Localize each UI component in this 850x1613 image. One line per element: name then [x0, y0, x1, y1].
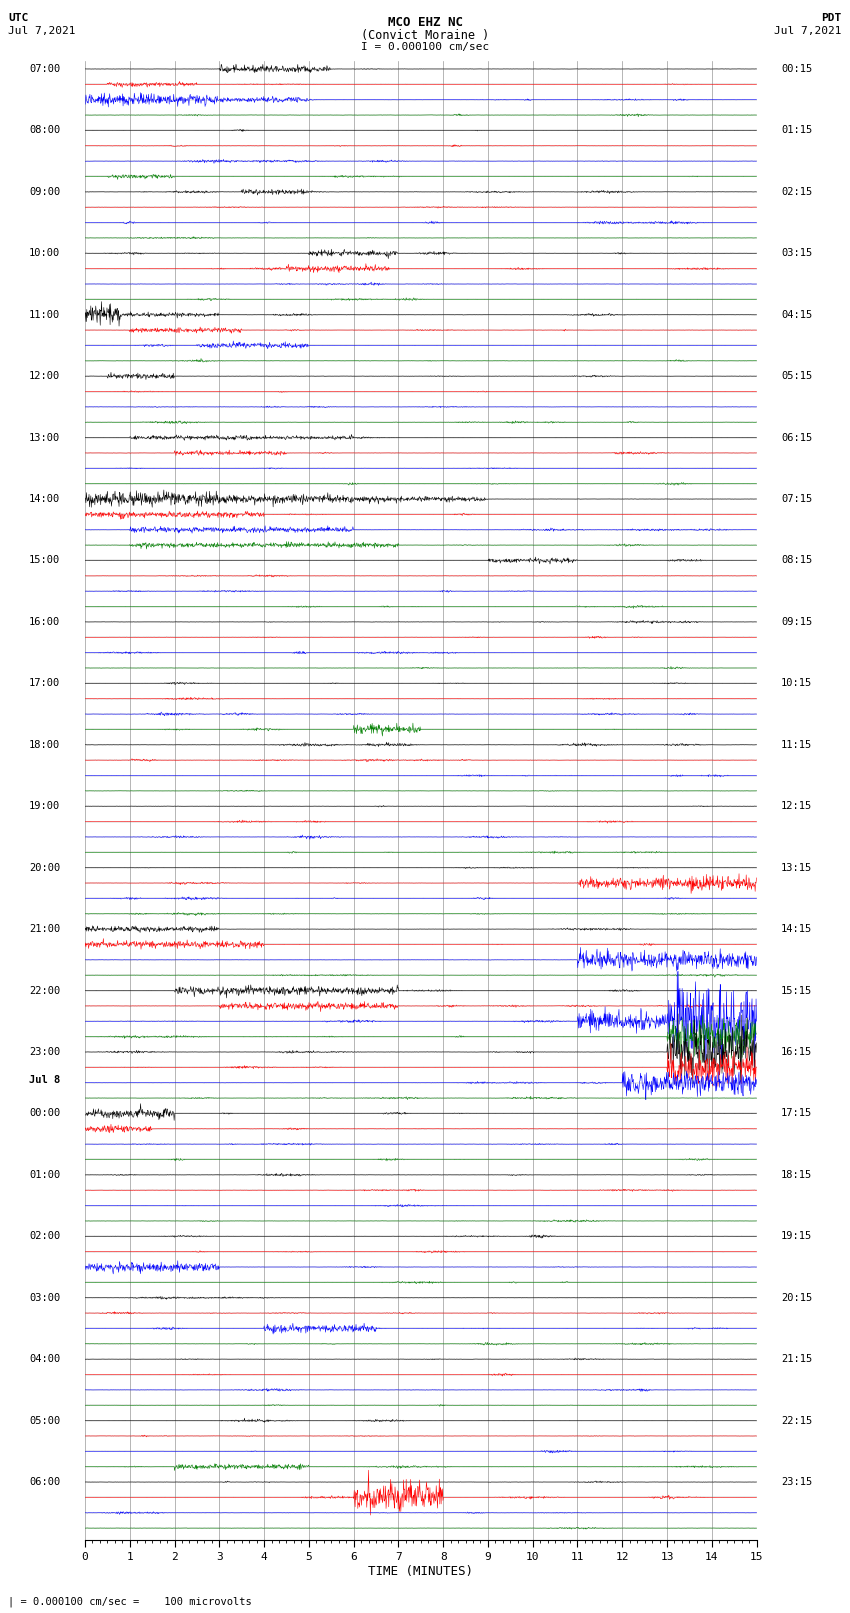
Text: 13:00: 13:00 — [29, 432, 60, 442]
Text: 04:00: 04:00 — [29, 1355, 60, 1365]
Text: 06:15: 06:15 — [781, 432, 813, 442]
Text: 01:15: 01:15 — [781, 126, 813, 135]
Text: | = 0.000100 cm/sec =    100 microvolts: | = 0.000100 cm/sec = 100 microvolts — [8, 1595, 252, 1607]
Text: 18:15: 18:15 — [781, 1169, 813, 1179]
Text: 05:15: 05:15 — [781, 371, 813, 381]
Text: 08:00: 08:00 — [29, 126, 60, 135]
Text: 05:00: 05:00 — [29, 1416, 60, 1426]
Text: 03:00: 03:00 — [29, 1292, 60, 1303]
Text: 11:15: 11:15 — [781, 740, 813, 750]
Text: 17:15: 17:15 — [781, 1108, 813, 1118]
Text: 04:15: 04:15 — [781, 310, 813, 319]
Text: 16:15: 16:15 — [781, 1047, 813, 1057]
Text: 09:00: 09:00 — [29, 187, 60, 197]
Text: 00:15: 00:15 — [781, 65, 813, 74]
Text: 03:15: 03:15 — [781, 248, 813, 258]
Text: 23:00: 23:00 — [29, 1047, 60, 1057]
Text: 19:15: 19:15 — [781, 1231, 813, 1242]
Text: Jul 8: Jul 8 — [29, 1074, 60, 1084]
Text: 12:00: 12:00 — [29, 371, 60, 381]
Text: 21:15: 21:15 — [781, 1355, 813, 1365]
Text: 02:00: 02:00 — [29, 1231, 60, 1242]
Text: UTC: UTC — [8, 13, 29, 23]
Text: 20:15: 20:15 — [781, 1292, 813, 1303]
Text: 11:00: 11:00 — [29, 310, 60, 319]
Text: PDT: PDT — [821, 13, 842, 23]
Text: 08:15: 08:15 — [781, 555, 813, 566]
Text: 14:15: 14:15 — [781, 924, 813, 934]
Text: 21:00: 21:00 — [29, 924, 60, 934]
Text: MCO EHZ NC: MCO EHZ NC — [388, 16, 462, 29]
Text: 15:00: 15:00 — [29, 555, 60, 566]
Text: 10:15: 10:15 — [781, 679, 813, 689]
Text: 12:15: 12:15 — [781, 802, 813, 811]
Text: 15:15: 15:15 — [781, 986, 813, 995]
Text: 22:00: 22:00 — [29, 986, 60, 995]
Text: 01:00: 01:00 — [29, 1169, 60, 1179]
Text: 22:15: 22:15 — [781, 1416, 813, 1426]
X-axis label: TIME (MINUTES): TIME (MINUTES) — [368, 1565, 473, 1578]
Text: 07:15: 07:15 — [781, 494, 813, 503]
Text: 10:00: 10:00 — [29, 248, 60, 258]
Text: 13:15: 13:15 — [781, 863, 813, 873]
Text: (Convict Moraine ): (Convict Moraine ) — [361, 29, 489, 42]
Text: I = 0.000100 cm/sec: I = 0.000100 cm/sec — [361, 42, 489, 52]
Text: Jul 7,2021: Jul 7,2021 — [8, 26, 76, 35]
Text: 14:00: 14:00 — [29, 494, 60, 503]
Text: 17:00: 17:00 — [29, 679, 60, 689]
Text: 20:00: 20:00 — [29, 863, 60, 873]
Text: Jul 7,2021: Jul 7,2021 — [774, 26, 842, 35]
Text: 18:00: 18:00 — [29, 740, 60, 750]
Text: 00:00: 00:00 — [29, 1108, 60, 1118]
Text: 23:15: 23:15 — [781, 1478, 813, 1487]
Text: 07:00: 07:00 — [29, 65, 60, 74]
Text: 06:00: 06:00 — [29, 1478, 60, 1487]
Text: 09:15: 09:15 — [781, 616, 813, 627]
Text: 02:15: 02:15 — [781, 187, 813, 197]
Text: 16:00: 16:00 — [29, 616, 60, 627]
Text: 19:00: 19:00 — [29, 802, 60, 811]
